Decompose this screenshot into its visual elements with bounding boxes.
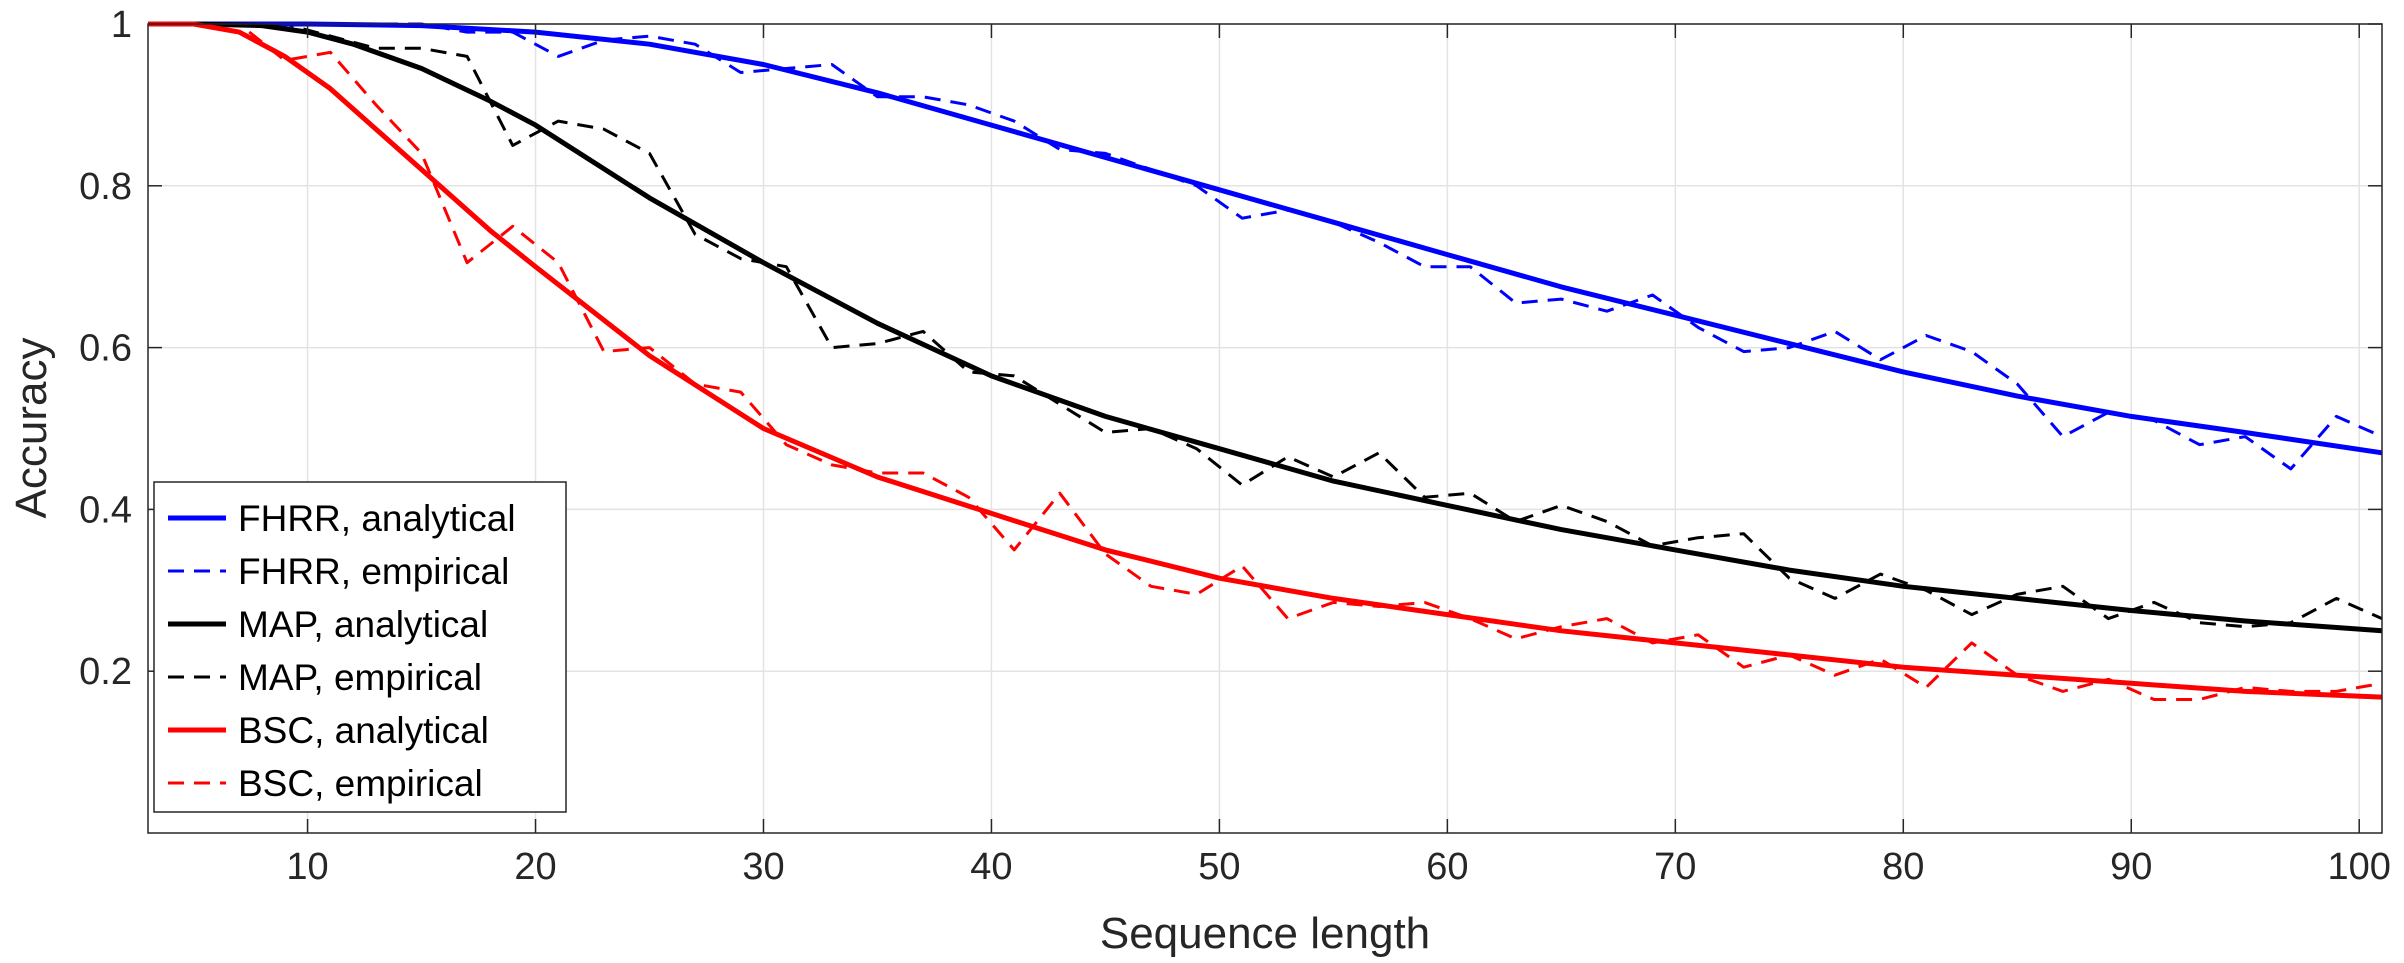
series-line-5 — [148, 22, 2383, 701]
legend-label-1: FHRR, empirical — [238, 551, 509, 592]
x-tick-label: 50 — [1198, 846, 1240, 888]
y-tick-labels: 0.2 0.4 0.6 0.8 1 — [79, 4, 132, 693]
legend-label-5: BSC, empirical — [238, 763, 483, 804]
y-tick-label: 1 — [111, 4, 132, 46]
y-tick-label: 0.2 — [79, 651, 132, 693]
series-layer — [148, 21, 2383, 701]
series-line-4 — [148, 21, 2383, 700]
x-tick-label: 100 — [2328, 846, 2391, 888]
legend-label-4: BSC, analytical — [238, 710, 489, 751]
x-tick-label: 70 — [1654, 846, 1696, 888]
x-axis-title: Sequence length — [1100, 909, 1430, 958]
x-tick-label: 10 — [286, 846, 328, 888]
series-line-1 — [148, 22, 2383, 471]
series-line-0 — [148, 21, 2383, 456]
x-tick-label: 30 — [742, 846, 784, 888]
series-line-2 — [148, 21, 2383, 634]
legend: FHRR, analytical FHRR, empirical MAP, anal… — [153, 481, 567, 813]
legend-box — [153, 481, 567, 813]
y-tick-label: 0.6 — [79, 328, 132, 370]
legend-label-2: MAP, analytical — [238, 604, 488, 645]
legend-label-3: MAP, empirical — [238, 657, 482, 698]
x-tick-label: 80 — [1882, 846, 1924, 888]
x-tick-label: 20 — [514, 846, 556, 888]
x-tick-label: 90 — [2110, 846, 2152, 888]
y-tick-label: 0.8 — [79, 166, 132, 208]
series-line-3 — [148, 22, 2383, 629]
legend-label-0: FHRR, analytical — [238, 498, 516, 539]
y-axis-title: Accuracy — [7, 338, 56, 519]
x-tick-label: 60 — [1426, 846, 1468, 888]
x-tick-label: 40 — [970, 846, 1012, 888]
x-tick-labels: 10 20 30 40 50 60 70 80 90 100 — [286, 846, 2390, 888]
plot-frame — [147, 23, 2383, 834]
y-tick-label: 0.4 — [79, 489, 132, 531]
